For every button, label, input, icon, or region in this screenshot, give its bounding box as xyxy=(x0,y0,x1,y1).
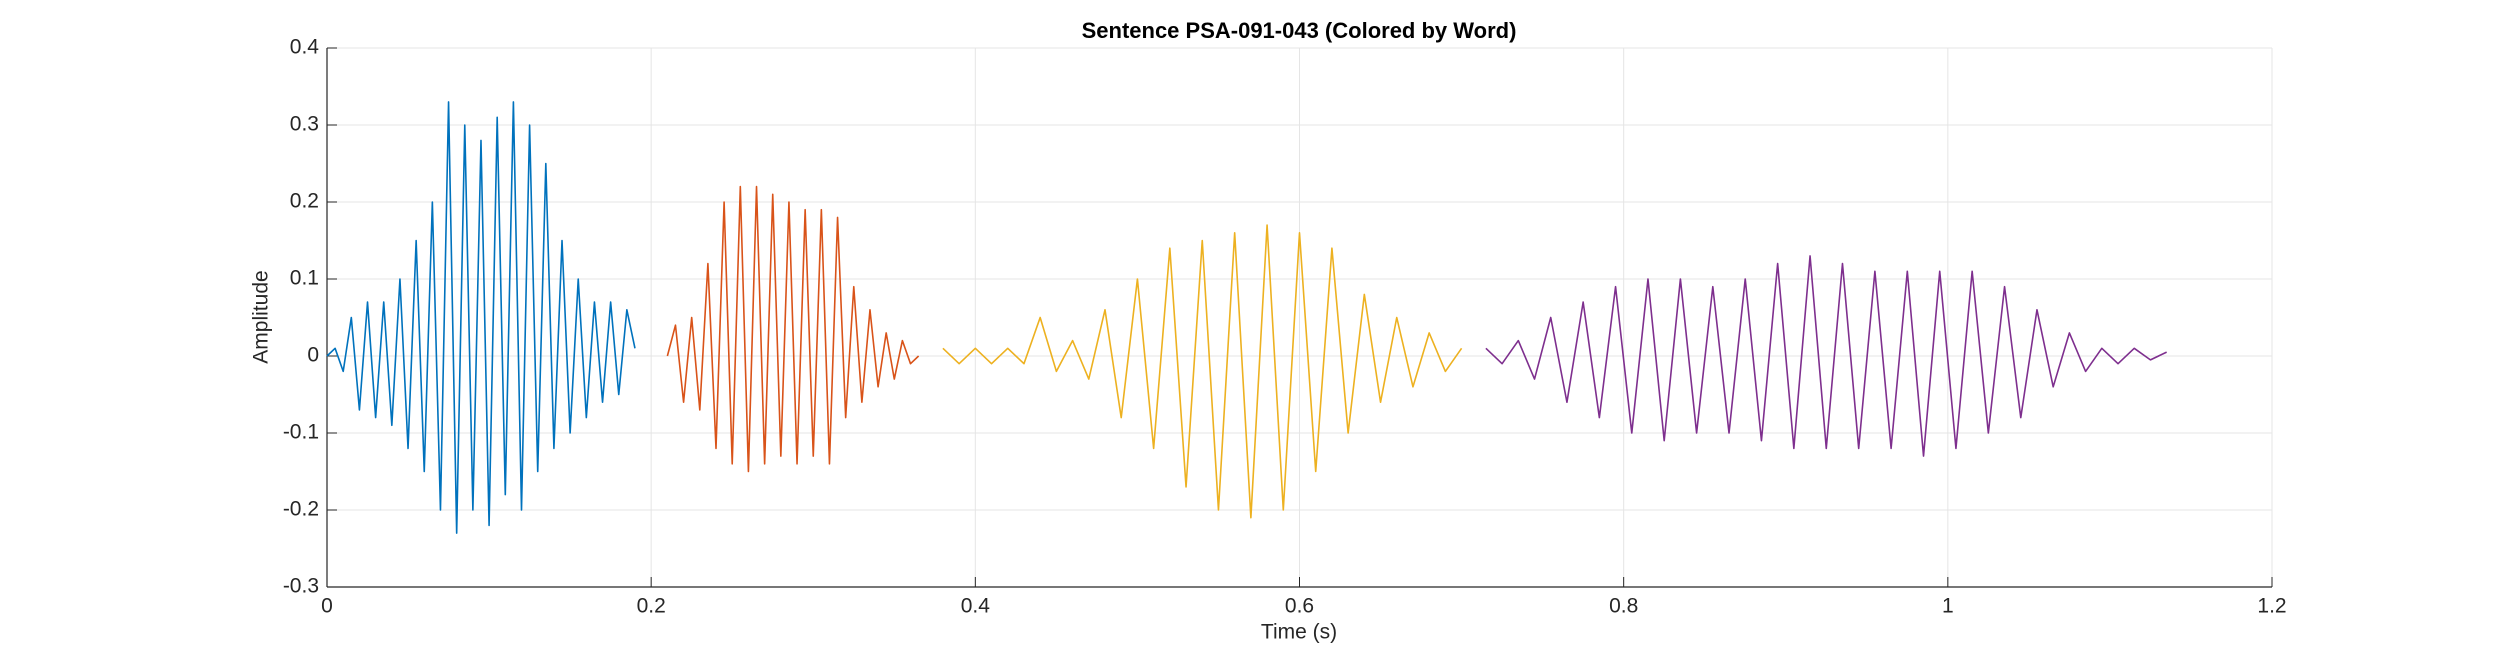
waveform-line xyxy=(1485,255,2167,457)
x-axis-label: Time (s) xyxy=(1261,621,1337,644)
x-tick-label: 0.8 xyxy=(1609,595,1638,618)
y-tick-label: 0 xyxy=(307,344,319,367)
y-tick-label: 0.1 xyxy=(290,267,319,290)
y-tick-label: -0.1 xyxy=(283,421,319,444)
y-tick-label: -0.3 xyxy=(283,575,319,598)
x-tick-label: 0.4 xyxy=(961,595,991,618)
waveform-line xyxy=(326,101,636,534)
y-tick-label: 0.3 xyxy=(290,113,319,136)
y-axis-label: Amplitude xyxy=(250,270,273,363)
x-tick-label: 0 xyxy=(321,595,333,618)
x-tick-label: 1.2 xyxy=(2257,595,2286,618)
waveform-line xyxy=(942,224,1463,519)
x-tick-label: 0.6 xyxy=(1285,595,1314,618)
x-tick-label: 0.2 xyxy=(637,595,666,618)
chart-title: Sentence PSA-091-043 (Colored by Word) xyxy=(1082,18,1517,43)
waveform-line xyxy=(666,185,920,473)
y-tick-label: 0.4 xyxy=(290,36,320,59)
y-tick-label: -0.2 xyxy=(283,498,319,521)
x-tick-label: 1 xyxy=(1942,595,1954,618)
y-tick-label: 0.2 xyxy=(290,190,319,213)
